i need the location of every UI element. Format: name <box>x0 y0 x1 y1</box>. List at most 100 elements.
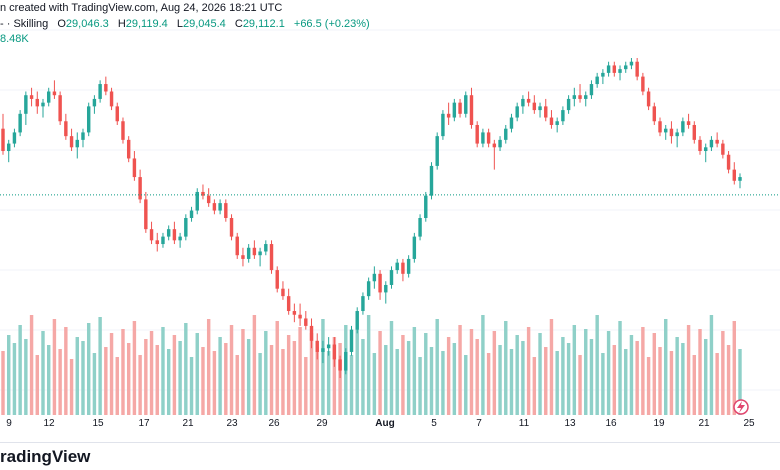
candle <box>201 184 205 200</box>
candle <box>595 72 599 88</box>
volume-bar <box>412 327 417 415</box>
candle-body <box>132 158 137 178</box>
candle <box>424 191 428 222</box>
candle <box>509 113 514 133</box>
lightning-icon[interactable] <box>733 399 749 415</box>
volume-bar <box>589 339 594 415</box>
candle <box>149 221 154 245</box>
volume-bar <box>418 357 422 415</box>
candle <box>218 199 222 215</box>
candle-body <box>675 132 679 137</box>
candle <box>732 162 737 185</box>
candle-body <box>538 106 542 111</box>
candle <box>384 281 388 304</box>
candle-body <box>475 124 479 144</box>
ohlc-legend: - · Skilling O29,046.3 H29,119.4 L29,045… <box>0 18 370 30</box>
candle <box>441 110 445 140</box>
volume-bar <box>275 321 279 415</box>
candle <box>492 139 497 170</box>
candle <box>641 72 645 96</box>
candle <box>281 281 285 300</box>
x-tick-label: 9 <box>6 418 12 429</box>
volume-bar <box>315 347 319 415</box>
candle-body <box>195 191 199 211</box>
candle-body <box>566 98 571 111</box>
candle-body <box>686 121 691 125</box>
volume-bar <box>692 355 697 415</box>
candle <box>229 214 234 241</box>
candle-body <box>69 136 74 148</box>
volume-bar <box>612 345 617 415</box>
candle-body <box>572 95 577 99</box>
candle <box>264 240 268 256</box>
x-tick-label: 19 <box>653 418 665 429</box>
low-value: 29,045.4 <box>182 18 226 30</box>
candle-body <box>309 325 314 341</box>
candle <box>646 87 651 111</box>
candle-body <box>149 229 154 241</box>
volume-bar <box>6 335 11 415</box>
footer-bar: radingView <box>0 442 780 470</box>
volume-bar <box>715 353 719 415</box>
candle-body <box>458 102 462 114</box>
volume-bar <box>304 357 308 415</box>
candle <box>109 87 114 111</box>
candle-body <box>235 236 239 256</box>
volume-bar <box>452 343 457 415</box>
volume-bar <box>578 355 582 415</box>
candle <box>412 232 417 263</box>
candle <box>224 199 228 222</box>
candle-body <box>424 195 428 218</box>
candle <box>286 288 291 315</box>
volume-bar <box>726 345 731 415</box>
volume-bar <box>549 319 554 415</box>
candle-body <box>681 121 685 133</box>
candle-body <box>606 65 611 73</box>
candle <box>292 303 297 323</box>
candle-body <box>441 113 445 137</box>
candle <box>304 311 308 330</box>
candle <box>538 102 542 118</box>
candle-body <box>109 91 114 107</box>
x-tick-label: 23 <box>226 418 238 429</box>
volume-bar <box>29 315 34 415</box>
candle <box>401 258 405 282</box>
volume-bar <box>704 339 708 415</box>
candle-body <box>264 244 268 252</box>
volume-bar <box>629 335 634 415</box>
candle <box>275 266 279 293</box>
candle-body <box>338 359 342 371</box>
candle <box>418 214 422 241</box>
candle-body <box>704 147 708 152</box>
candle <box>555 117 559 133</box>
candle <box>406 255 411 278</box>
price-chart[interactable]: 9 12 15 17 21 23 26 29 Aug 5 7 11 13 16 19 21 25 <box>0 0 780 443</box>
candle-body <box>692 124 697 140</box>
candle <box>532 95 537 114</box>
candle-body <box>81 132 85 140</box>
volume-bar <box>58 349 62 415</box>
candle <box>515 102 519 122</box>
candle-body <box>452 102 457 118</box>
volume-bar <box>321 319 325 415</box>
volume-bar <box>281 349 285 415</box>
candle <box>344 348 348 375</box>
volume-bar <box>469 329 474 415</box>
high-label: H <box>117 18 126 30</box>
volume-bar <box>446 337 451 415</box>
volume-bar <box>566 343 571 415</box>
volume-bar <box>309 333 314 415</box>
candle-body <box>241 255 245 259</box>
x-tick-label: 29 <box>316 418 328 429</box>
candle <box>469 87 474 129</box>
candle-body <box>446 113 451 118</box>
candle <box>104 76 108 96</box>
candle-body <box>275 270 279 289</box>
volume-bar <box>121 329 125 415</box>
candle <box>572 87 577 107</box>
volume-bar <box>526 327 531 415</box>
candle-body <box>29 95 34 99</box>
volume-bar <box>738 349 742 415</box>
candle <box>709 136 714 152</box>
volume-bar <box>366 315 371 415</box>
